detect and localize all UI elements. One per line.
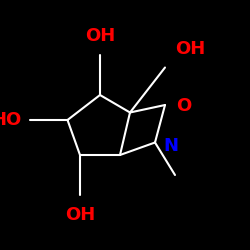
Text: OH: OH xyxy=(65,206,95,224)
Text: OH: OH xyxy=(175,40,205,58)
Text: O: O xyxy=(176,97,192,115)
Text: N: N xyxy=(164,137,179,155)
Text: OH: OH xyxy=(85,27,115,45)
Text: HO: HO xyxy=(0,111,21,129)
